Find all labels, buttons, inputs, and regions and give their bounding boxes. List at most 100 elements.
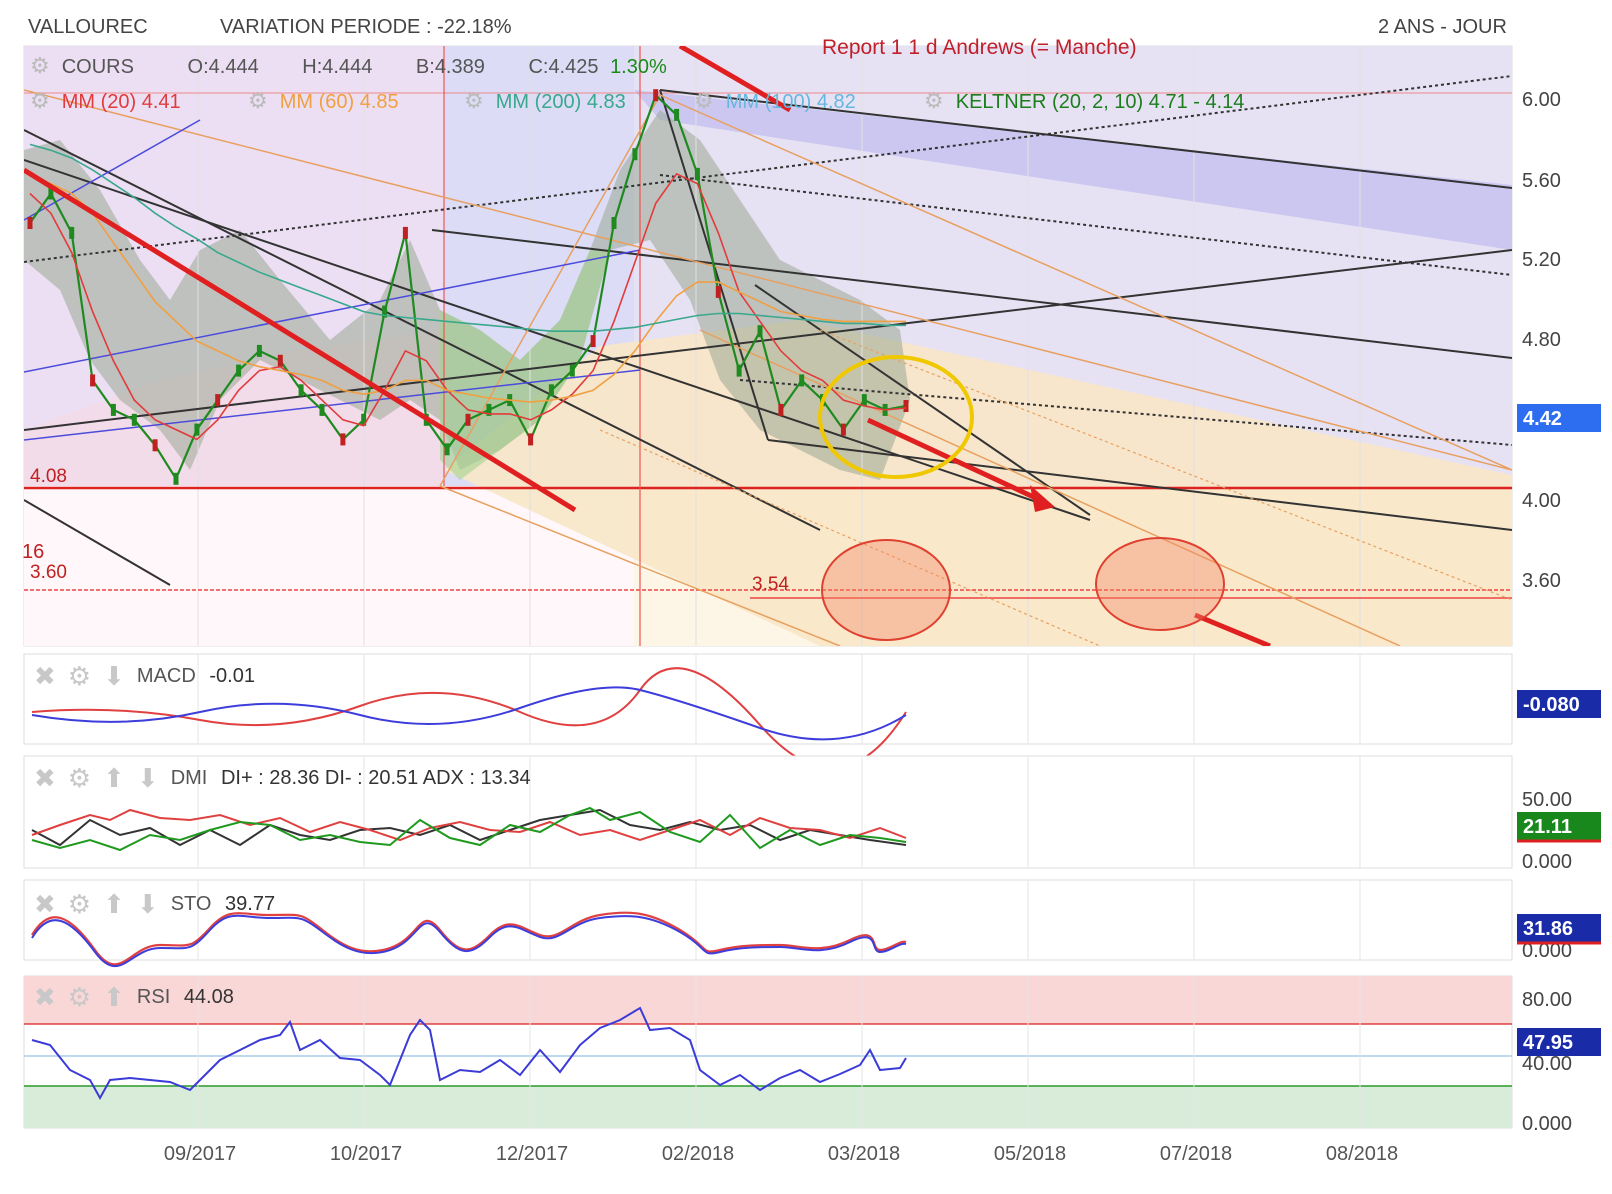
x-tick-03-2018: 03/2018 [828, 1143, 900, 1165]
legend-ma200: ⚙ MM (200) 4.83 [464, 88, 626, 114]
macd-name: MACD [136, 664, 196, 687]
price-candle [569, 364, 575, 377]
dmi-name: DMI [170, 766, 208, 789]
price-candle [632, 148, 638, 161]
price-candle [861, 394, 867, 407]
price-candle [444, 443, 450, 456]
gear-icon[interactable]: ⚙ [924, 88, 944, 113]
symbol-title: VALLOUREC [28, 16, 148, 38]
series-line-mm-200 [29, 143, 906, 333]
x-tick-08-2018: 08/2018 [1326, 1143, 1398, 1165]
arrow-down-icon[interactable]: ⬇ [136, 889, 159, 919]
series-line-mm-20 [29, 172, 907, 441]
price-tick-3.60: 3.60 [1522, 570, 1561, 592]
ma200-value: 4.83 [586, 91, 626, 113]
arrow-up-icon[interactable]: ⬆ [103, 982, 125, 1012]
x-tick-07-2018: 07/2018 [1160, 1143, 1232, 1165]
dmi-header: ✖ ⚙ ⬆ ⬇ DMI DI+ : 28.36 DI- : 20.51 ADX : 13… [34, 763, 531, 794]
keltner-value: 4.71 - 4.14 [1148, 91, 1245, 113]
price-candle [110, 403, 116, 416]
dmi-tick-0: 0.000 [1522, 851, 1572, 873]
rsi-name: RSI [136, 985, 171, 1008]
price-candle [131, 413, 137, 426]
price-candle [361, 413, 367, 426]
price-tick-5.60: 5.60 [1522, 170, 1561, 192]
gear-icon[interactable]: ⚙ [67, 982, 92, 1012]
sto-header: ✖ ⚙ ⬆ ⬇ STO 39.77 [34, 889, 275, 920]
dmi-badge: 21.11 [1523, 816, 1572, 838]
high-value: 4.444 [322, 56, 373, 78]
arrow-down-icon[interactable]: ⬇ [103, 661, 125, 691]
price-tick-6.00: 6.00 [1522, 89, 1561, 111]
arrow-down-icon[interactable]: ⬇ [136, 763, 159, 793]
price-candle [674, 108, 680, 121]
rsi-badge: 47.95 [1523, 1032, 1573, 1054]
price-candle [736, 364, 742, 377]
price-candle [48, 187, 54, 200]
macd-panel [23, 653, 1513, 769]
price-candle [903, 400, 909, 412]
ma60-label: MM (60) [279, 91, 355, 113]
cours-label: COURS [61, 56, 134, 78]
close-icon[interactable]: ✖ [34, 661, 56, 691]
sto-value: 39.77 [225, 892, 276, 915]
price-candle [840, 423, 846, 436]
gear-icon[interactable]: ⚙ [67, 763, 92, 793]
price-candle [215, 394, 221, 407]
gear-icon[interactable]: ⚙ [694, 88, 714, 113]
price-current-badge: 4.42 [1523, 408, 1562, 430]
sto-badge: 31.86 [1523, 918, 1573, 940]
price-tick-4.00: 4.00 [1522, 490, 1561, 512]
price-candle [277, 354, 283, 367]
price-candle [799, 374, 805, 387]
price-candle [402, 226, 408, 239]
close-icon[interactable]: ✖ [34, 763, 56, 793]
rsi-header: ✖ ⚙ ⬆ RSI 44.08 [34, 982, 234, 1013]
open-value: 4.444 [208, 56, 259, 78]
x-tick-05-2018: 05/2018 [994, 1143, 1066, 1165]
sto-panel [23, 879, 1513, 967]
legend-cours: ⚙ COURS O:4.444 H:4.444 B:4.389 C:4.425 1… [30, 53, 667, 79]
gear-icon[interactable]: ⚙ [30, 53, 50, 78]
gear-icon[interactable]: ⚙ [464, 88, 484, 113]
series-line-mm-60 [29, 173, 906, 403]
open-label: O: [187, 56, 209, 78]
x-tick-09-2017: 09/2017 [164, 1143, 236, 1165]
price-candle [340, 433, 346, 446]
dmi-value: DI+ : 28.36 DI- : 20.51 ADX : 13.34 [220, 766, 531, 789]
variation-label: VARIATION PERIODE : -22.18% [220, 16, 512, 38]
arrow-up-icon[interactable]: ⬆ [103, 889, 125, 919]
price-candle [611, 217, 617, 229]
legend-ma60: ⚙ MM (60) 4.85 [248, 88, 399, 114]
high-label: H: [302, 56, 323, 78]
price-candle [778, 403, 784, 416]
close-label: C: [528, 56, 549, 78]
level-3.54-label: 3.54 [752, 574, 789, 595]
price-candle [298, 384, 304, 397]
x-tick-10-2017: 10/2017 [330, 1143, 402, 1165]
ma100-label: MM (100) [725, 91, 812, 113]
close-icon[interactable]: ✖ [34, 982, 56, 1012]
dmi-tick-50: 50.00 [1522, 789, 1572, 811]
ma20-value: 4.41 [141, 91, 181, 113]
price-candle [590, 335, 596, 348]
ma100-value: 4.82 [816, 91, 856, 113]
gear-icon[interactable]: ⚙ [67, 661, 92, 691]
period-label[interactable]: 2 ANS - JOUR [1378, 16, 1507, 38]
gear-icon[interactable]: ⚙ [67, 889, 92, 919]
x-tick-02-2018: 02/2018 [662, 1143, 734, 1165]
main-price-panel [23, 45, 1513, 647]
legend-ma20: ⚙ MM (20) 4.41 [30, 88, 181, 114]
price-candle [90, 374, 96, 387]
gear-icon[interactable]: ⚙ [248, 88, 268, 113]
legend-ma100: ⚙ MM (100) 4.82 [694, 88, 856, 114]
level-4.08-label: 4.08 [30, 466, 67, 487]
keltner-label: KELTNER (20, 2, 10) [955, 91, 1144, 113]
low-value: 4.389 [434, 56, 485, 78]
gear-icon[interactable]: ⚙ [30, 88, 50, 113]
price-candle [382, 305, 388, 318]
arrow-up-icon[interactable]: ⬆ [103, 763, 125, 793]
price-candle [548, 384, 554, 397]
ma200-label: MM (200) [495, 91, 582, 113]
close-icon[interactable]: ✖ [34, 889, 56, 919]
